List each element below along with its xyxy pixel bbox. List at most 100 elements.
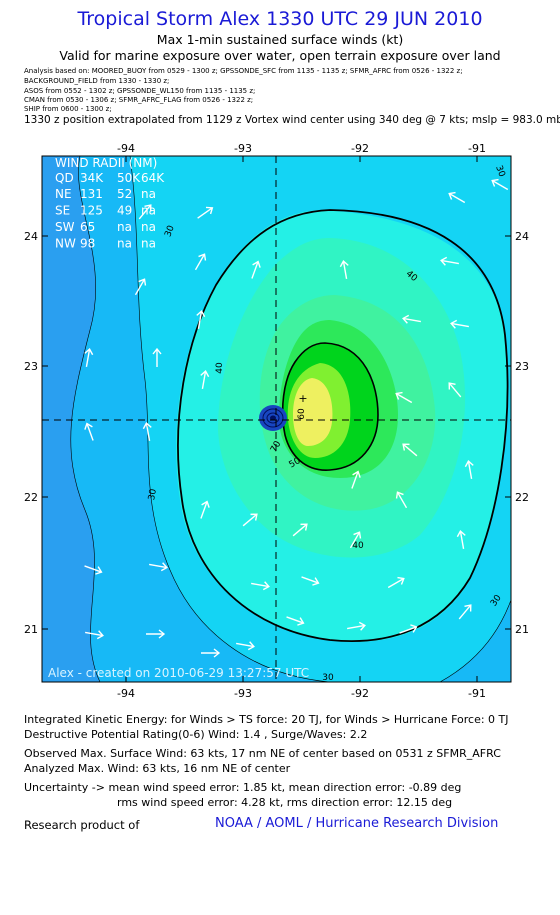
noaa-link[interactable]: NOAA / AOML / Hurricane Research Divisio… [215, 816, 499, 831]
wind-arrow [201, 648, 221, 658]
x-tick-label: -94 [117, 142, 135, 155]
wind-radii-cell: 131 [80, 187, 103, 201]
wind-radii-cell: 52 [117, 187, 132, 201]
wind-arrow [440, 256, 459, 266]
wind-radii-cell: na [141, 204, 156, 218]
wind-radii-cell: na [117, 237, 132, 251]
wind-arrow [251, 581, 270, 591]
contour-30kt [129, 156, 331, 682]
center-marker: + [298, 392, 307, 405]
wind-radii-header: 64K [141, 171, 165, 185]
rms-error-line: rms wind speed error: 4.28 kt, rms direc… [117, 796, 453, 809]
contour-25kt [70, 156, 101, 682]
wind-arrow [491, 178, 509, 191]
source-line: Analysis based on: MOORED_BUOY from 0529… [24, 67, 463, 75]
wind-radii-header: 34K [80, 171, 104, 185]
wind-radii-cell: SE [55, 204, 70, 218]
x-tick-label: -91 [468, 687, 486, 700]
ike-line: Integrated Kinetic Energy: for Winds > T… [24, 713, 509, 726]
x-tick-label: -93 [234, 142, 252, 155]
wind-arrow [251, 260, 261, 279]
wind-arrow [347, 621, 366, 631]
observed-max-wind-line: Observed Max. Surface Wind: 63 kts, 17 n… [24, 747, 501, 760]
source-line: BACKGROUND_FIELD from 1330 - 1330 z; [24, 77, 170, 85]
contour-40kt [177, 209, 509, 642]
wind-radii-cell: 65 [80, 220, 95, 234]
wind-arrow [292, 523, 308, 537]
page-title: Tropical Storm Alex 1330 UTC 29 JUN 2010 [77, 8, 483, 30]
wind-arrow [402, 443, 418, 457]
contour-label: 40 [352, 541, 364, 551]
wind-arrow [142, 422, 152, 441]
wind-arrow [149, 562, 168, 572]
y-tick-label: 23 [515, 360, 529, 373]
contour-label: 30 [147, 488, 159, 501]
y-tick-label: 21 [24, 623, 38, 636]
x-tick-label: -91 [468, 142, 486, 155]
wind-arrow [200, 370, 210, 389]
y-tick-label: 22 [515, 491, 529, 504]
x-tick-label: -94 [117, 687, 135, 700]
wind-arrow [152, 347, 162, 367]
x-tick-label: -92 [351, 142, 369, 155]
wind-vectors [84, 178, 509, 658]
y-tick-label: 22 [24, 491, 38, 504]
wind-radii-cell: NE [55, 187, 72, 201]
contour-label: 30 [493, 164, 506, 178]
wind-arrow [84, 565, 103, 575]
analyzed-max-wind-line: Analyzed Max. Wind: 63 kts, 16 nm NE of … [24, 762, 291, 775]
wind-arrow [138, 204, 152, 220]
wind-arrow [200, 500, 210, 519]
wind-arrow [464, 460, 474, 479]
wind-arrow [387, 576, 405, 589]
position-note: 1330 z position extrapolated from 1129 z… [24, 114, 560, 126]
map-credit: Alex - created on 2010-06-29 13:27:57 UT… [48, 666, 309, 680]
contour-label: 60 [297, 408, 307, 420]
wind-arrow [448, 191, 466, 204]
wind-radii-cell: na [117, 220, 132, 234]
wind-arrow [395, 491, 408, 509]
x-axis-ticks: -94 -94 -93 -93 -92 -92 -91 -91 [117, 142, 486, 700]
validity-note: Valid for marine exposure over water, op… [59, 48, 501, 63]
y-axis-ticks: 24 24 23 23 22 22 21 21 [24, 230, 529, 636]
x-tick-label: -93 [234, 687, 252, 700]
wind-arrow [456, 530, 466, 549]
wind-radii-title: WIND RADII (NM) [55, 156, 157, 170]
wind-arrow [84, 422, 94, 441]
wind-arrow [134, 278, 147, 296]
wind-arrow [349, 531, 362, 549]
wind-arrow [85, 630, 104, 640]
wind-arrow [402, 314, 421, 324]
wind-arrow [399, 624, 418, 634]
wind-arrow [196, 310, 206, 329]
destructive-potential-line: Destructive Potential Rating(0-6) Wind: … [24, 728, 368, 741]
y-tick-label: 23 [24, 360, 38, 373]
source-line: ASOS from 0552 - 1302 z; GPSSONDE_WL150 … [24, 87, 256, 95]
wind-band-65kt [293, 378, 333, 446]
wind-arrow [197, 206, 214, 219]
source-line: SHIP from 0600 - 1300 z; [24, 105, 112, 113]
wind-radii-cell: 49 [117, 204, 132, 218]
wind-radii-cell: 98 [80, 237, 95, 251]
research-label: Research product of [24, 818, 140, 832]
wind-radii-header: QD [55, 171, 74, 185]
wind-arrow [339, 260, 349, 279]
wind-arrow [236, 641, 255, 651]
wind-radii-cell: na [141, 220, 156, 234]
wind-arrow [194, 253, 207, 271]
source-line: CMAN from 0530 - 1306 z; SFMR_AFRC_FLAG … [24, 96, 254, 104]
wind-arrow [242, 513, 258, 527]
contour-30kt-east [439, 599, 511, 682]
wind-arrow [146, 629, 166, 639]
wind-arrow [301, 576, 320, 586]
wind-radii-header: 50K [117, 171, 141, 185]
wind-arrow [351, 470, 361, 489]
wind-radii-cell: NW [55, 237, 76, 251]
wind-arrow [84, 348, 94, 367]
y-tick-label: 24 [24, 230, 38, 243]
wind-arrow [448, 382, 462, 398]
uncertainty-line: Uncertainty -> mean wind speed error: 1.… [24, 781, 462, 794]
wind-arrow [286, 616, 305, 626]
wind-arrow [395, 391, 413, 404]
wind-radii-cell: na [141, 187, 156, 201]
